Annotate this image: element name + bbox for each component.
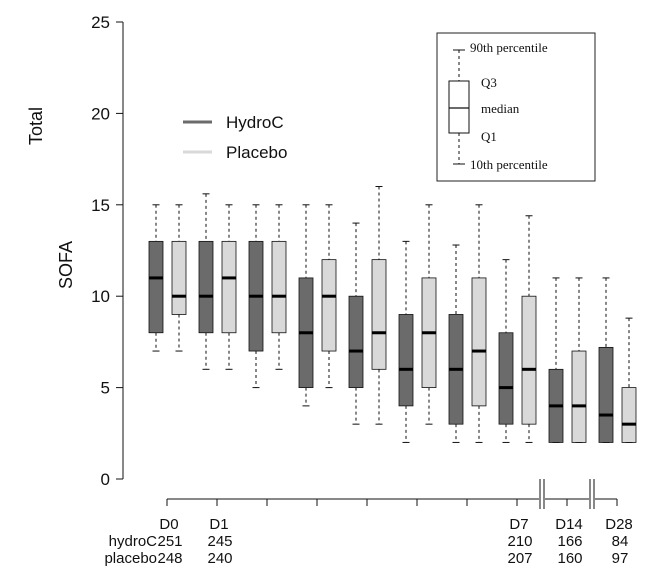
box-hydroc: [248, 204, 264, 389]
box-hydroc: [148, 204, 164, 352]
x-axis: D0 D1 D7 D14 D28: [159, 479, 633, 533]
y-tick-label: 25: [91, 13, 110, 32]
key-label-q3: Q3: [481, 75, 497, 90]
y-axis-label-sofa: SOFA: [56, 241, 76, 289]
box-placebo: [271, 204, 287, 370]
box-placebo: [621, 317, 637, 443]
y-tick-label: 10: [91, 287, 110, 306]
count-value: 160: [557, 550, 582, 567]
key-box: [448, 80, 470, 134]
count-value: 248: [157, 550, 182, 567]
box-placebo: [221, 204, 237, 370]
count-value: 210: [507, 533, 532, 550]
box-iqr: [371, 259, 387, 370]
y-tick-label: 20: [91, 104, 110, 123]
box-iqr: [348, 295, 364, 389]
count-value: 84: [612, 533, 629, 550]
box-hydroc: [398, 240, 414, 443]
key-label-q1: Q1: [481, 129, 497, 144]
box-placebo: [471, 204, 487, 443]
box-iqr: [571, 350, 587, 443]
count-table: hydroC 251 245 210 166 84 placebo 248 240 207 160 9…: [104, 533, 628, 567]
x-day-label: D0: [159, 516, 178, 533]
box-iqr: [398, 314, 414, 407]
box-iqr: [148, 240, 164, 334]
box-hydroc: [548, 277, 564, 443]
y-tick-label: 5: [101, 379, 110, 398]
boxplot-key: 90th percentile Q3 median Q1 10th percen…: [436, 32, 596, 182]
x-day-label: D14: [555, 516, 583, 533]
count-row-label: hydroC: [109, 533, 158, 550]
boxes: [148, 186, 637, 443]
count-value: 245: [207, 533, 232, 550]
legend-label-hydroc: HydroC: [226, 113, 284, 132]
count-value: 166: [557, 533, 582, 550]
key-label-median: median: [481, 101, 520, 116]
box-iqr: [171, 240, 187, 315]
count-row-label: placebo: [104, 550, 157, 567]
y-axis-label-total: Total: [26, 107, 46, 145]
box-iqr: [498, 332, 514, 425]
box-iqr: [321, 259, 337, 352]
y-axis: 0 5 10 15 20 25: [91, 13, 124, 489]
box-placebo: [571, 277, 587, 443]
box-hydroc: [198, 193, 214, 370]
legend: HydroC Placebo: [183, 113, 287, 162]
count-value: 251: [157, 533, 182, 550]
count-value: 97: [612, 550, 629, 567]
box-placebo: [371, 186, 387, 425]
x-day-label: D1: [209, 516, 228, 533]
count-value: 207: [507, 550, 532, 567]
x-day-label: D28: [605, 516, 633, 533]
box-placebo: [521, 215, 537, 443]
box-hydroc: [598, 277, 614, 443]
y-tick-label: 15: [91, 196, 110, 215]
box-hydroc: [448, 244, 464, 443]
box-iqr: [198, 240, 214, 334]
key-label-p10: 10th percentile: [470, 157, 548, 172]
box-iqr: [621, 387, 637, 443]
key-label-p90: 90th percentile: [470, 40, 548, 55]
box-hydroc: [498, 259, 514, 443]
legend-label-placebo: Placebo: [226, 143, 287, 162]
box-iqr: [521, 295, 537, 425]
box-iqr: [221, 240, 237, 334]
box-iqr: [271, 240, 287, 334]
count-value: 240: [207, 550, 232, 567]
x-day-label: D7: [509, 516, 528, 533]
box-hydroc: [348, 222, 364, 425]
box-hydroc: [298, 204, 314, 407]
box-iqr: [471, 277, 487, 407]
box-placebo: [421, 204, 437, 425]
box-placebo: [171, 204, 187, 352]
y-tick-label: 0: [101, 470, 110, 489]
box-placebo: [321, 204, 337, 389]
box-iqr: [598, 346, 614, 443]
